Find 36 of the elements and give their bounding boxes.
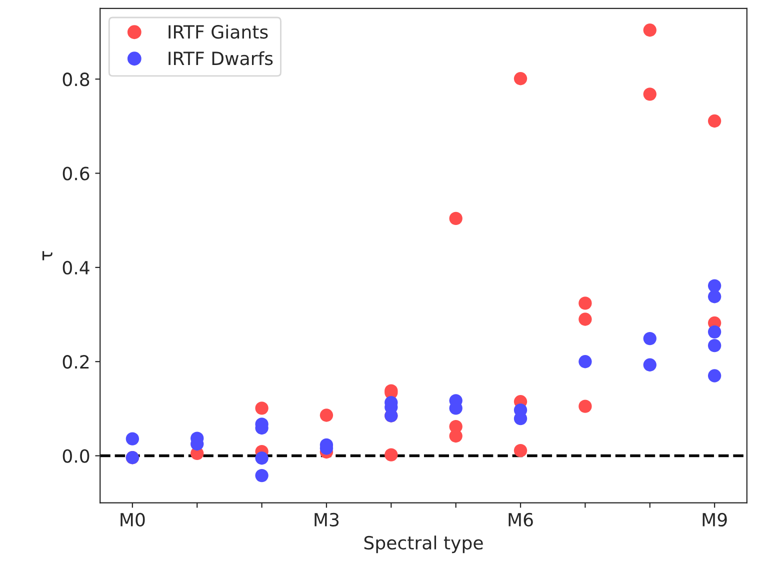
- point: [255, 402, 268, 415]
- point: [708, 290, 722, 304]
- point: [320, 408, 334, 422]
- x-tick-label: M6: [508, 512, 533, 527]
- point: [643, 358, 656, 372]
- point: [643, 88, 656, 101]
- point: [578, 400, 592, 413]
- point: [578, 312, 592, 326]
- x-tick-label: M3: [314, 512, 339, 527]
- point: [578, 355, 592, 368]
- point: [708, 114, 722, 128]
- point: [449, 212, 462, 226]
- point: [126, 432, 140, 446]
- point: [708, 339, 722, 352]
- y-tick-label: 0.0: [62, 449, 90, 463]
- x-axis-title: Spectral type: [364, 536, 483, 554]
- point: [708, 369, 722, 382]
- legend-label: IRTF Dwarfs: [168, 51, 273, 66]
- y-tick-label: 0.6: [62, 166, 90, 180]
- point: [384, 448, 398, 462]
- legend-label: IRTF Giants: [168, 24, 268, 39]
- point: [514, 72, 528, 86]
- point: [578, 296, 592, 310]
- point: [643, 332, 656, 346]
- point: [255, 452, 268, 465]
- point: [514, 444, 528, 458]
- y-tick-label: 0.4: [62, 260, 90, 275]
- y-tick-label: 0.2: [62, 355, 89, 369]
- y-axis-title: τ: [42, 251, 52, 260]
- point: [643, 24, 656, 37]
- point: [708, 325, 722, 339]
- y-tick-label: 0.8: [62, 72, 90, 86]
- x-tick-label: M9: [702, 512, 727, 527]
- x-tick-label: M0: [120, 512, 145, 527]
- point: [255, 468, 268, 482]
- point: [449, 429, 462, 443]
